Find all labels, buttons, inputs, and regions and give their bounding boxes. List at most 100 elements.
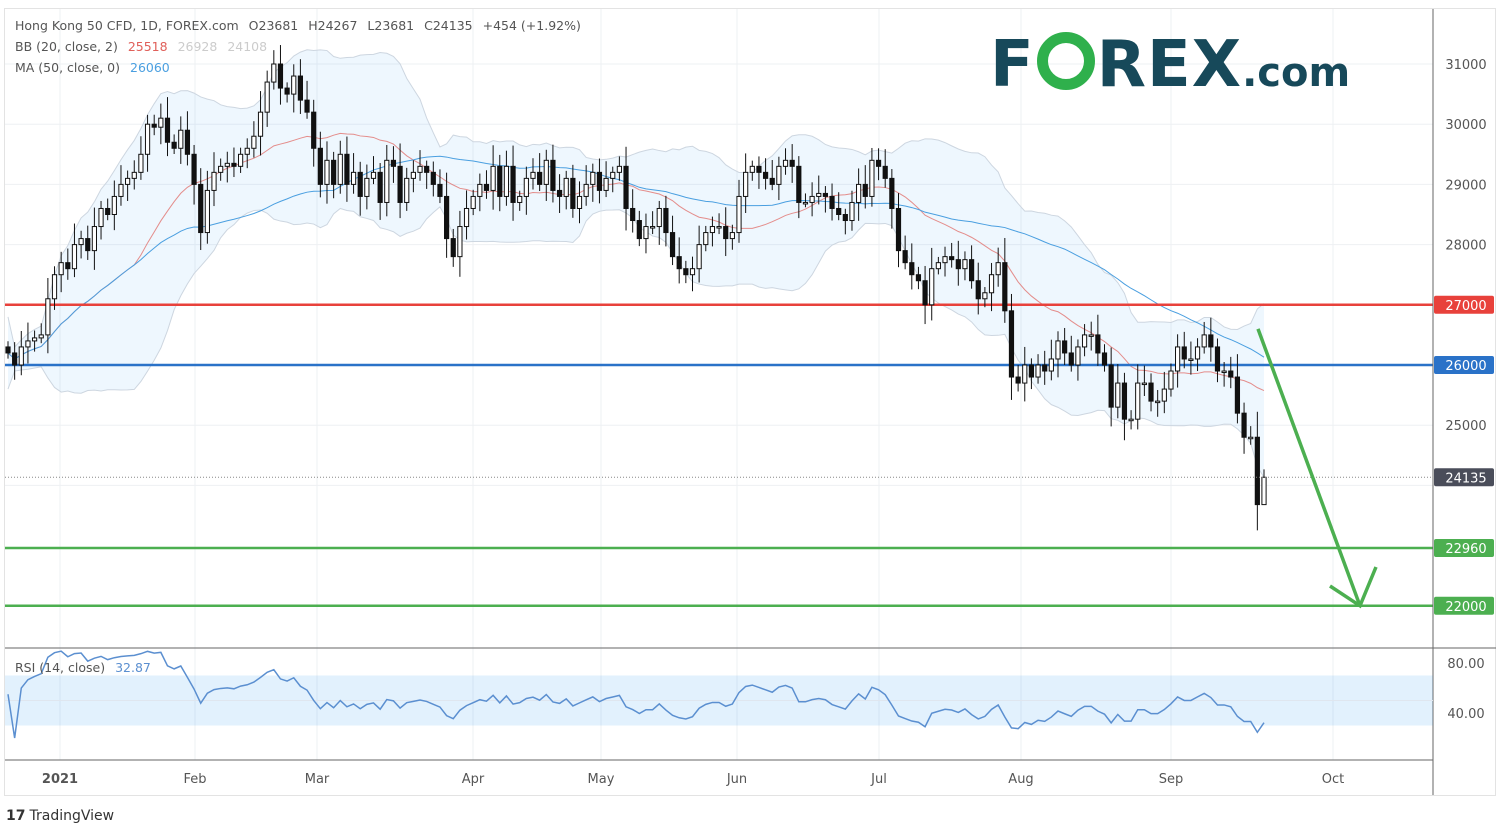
candle-body: [650, 226, 656, 229]
candle: [1088, 321, 1094, 351]
candle-body: [922, 280, 928, 306]
candle-body: [178, 129, 184, 149]
candle-body: [729, 232, 735, 240]
ma-legend[interactable]: MA (50, close, 0) 26060: [15, 60, 176, 75]
candle-body: [590, 171, 596, 185]
candle: [889, 169, 895, 229]
candle-body: [962, 259, 968, 270]
candle: [1175, 334, 1181, 388]
level-tag-27000: [1434, 295, 1494, 314]
candle-body: [523, 177, 529, 197]
candle: [18, 330, 24, 376]
candle-body: [643, 226, 649, 240]
candle-body: [570, 177, 576, 209]
candle-body: [889, 177, 895, 209]
level-label-26000: 26000: [1445, 359, 1486, 374]
price-tick-label: 31000: [1445, 58, 1486, 73]
candle: [1141, 365, 1147, 397]
candle-body: [1075, 346, 1081, 366]
candle: [782, 148, 789, 175]
candle-body: [51, 274, 58, 300]
candle-body: [477, 183, 483, 197]
candle-body: [1055, 340, 1061, 360]
candle: [856, 168, 862, 221]
candle: [5, 341, 11, 359]
candle: [98, 200, 104, 240]
candle: [683, 260, 689, 284]
candle-body: [1168, 370, 1174, 390]
candle: [743, 153, 749, 213]
candle: [311, 99, 317, 167]
candle-body: [942, 256, 948, 264]
rsi-label: RSI (14, close): [15, 660, 106, 675]
candle: [523, 166, 529, 215]
candle: [424, 160, 430, 189]
candle: [869, 147, 875, 207]
candle-body: [583, 183, 589, 197]
candle-body: [769, 177, 775, 185]
candle: [623, 146, 629, 231]
price-tick-label: 28000: [1445, 239, 1486, 254]
symbol-legend: Hong Kong 50 CFD, 1D, FOREX.com O23681 H…: [15, 18, 587, 33]
candle-body: [776, 165, 782, 185]
candle: [822, 186, 828, 213]
candle-body: [1068, 352, 1074, 366]
ohlc-high: H24267: [308, 18, 358, 33]
candle-body: [38, 334, 44, 339]
candle: [390, 146, 397, 183]
candle-body: [1141, 382, 1147, 386]
candle: [802, 193, 809, 208]
bb-upper-line: [7, 49, 1265, 348]
candle-body: [1161, 388, 1167, 402]
rsi-tick-label: 40.00: [1447, 707, 1484, 722]
candle-body: [450, 238, 456, 258]
candle-body: [1241, 412, 1247, 438]
candle-body: [816, 192, 822, 197]
time-tick-label: Sep: [1159, 772, 1184, 787]
candle-body: [204, 189, 210, 234]
candle: [164, 97, 171, 157]
candle-body: [743, 171, 749, 197]
candle: [716, 213, 722, 235]
candle-body: [1008, 310, 1015, 378]
candle: [1241, 402, 1247, 454]
candle-body: [65, 262, 71, 270]
price-tick-label: 25000: [1445, 419, 1486, 434]
candle-body: [5, 346, 11, 354]
candle: [769, 160, 775, 191]
candle-body: [975, 280, 981, 300]
tradingview-attribution[interactable]: 17 TradingView: [6, 808, 115, 824]
ohlc-change: +454 (+1.92%): [482, 18, 581, 33]
candle: [570, 164, 576, 218]
candle-body: [723, 226, 729, 240]
candle: [1248, 426, 1254, 445]
candle-body: [663, 207, 669, 234]
logo-o-icon: [1036, 32, 1095, 90]
candle-body: [1214, 346, 1221, 372]
candle: [344, 136, 350, 202]
candle: [198, 168, 204, 251]
candle-body: [1194, 346, 1201, 360]
candle: [25, 322, 31, 364]
candle: [410, 160, 416, 193]
bb-legend[interactable]: BB (20, close, 2) 25518 26928 24108: [15, 39, 273, 54]
candle: [1201, 321, 1207, 354]
rsi-legend[interactable]: RSI (14, close) 32.87: [15, 660, 157, 675]
candle: [616, 156, 622, 181]
candle-body: [171, 141, 177, 149]
candle: [676, 237, 682, 284]
candle-body: [1248, 436, 1254, 440]
candle: [151, 114, 157, 136]
candle-body: [683, 268, 689, 276]
candle-body: [91, 226, 97, 252]
level-tag-22000: [1434, 596, 1494, 615]
candle: [1062, 327, 1068, 365]
candle-body: [1062, 340, 1068, 354]
candle: [125, 170, 131, 201]
candle: [862, 165, 868, 209]
candle: [218, 158, 224, 181]
candle-body: [503, 165, 510, 197]
forex-logo: F REX.com: [990, 28, 1351, 102]
candle: [550, 144, 556, 203]
